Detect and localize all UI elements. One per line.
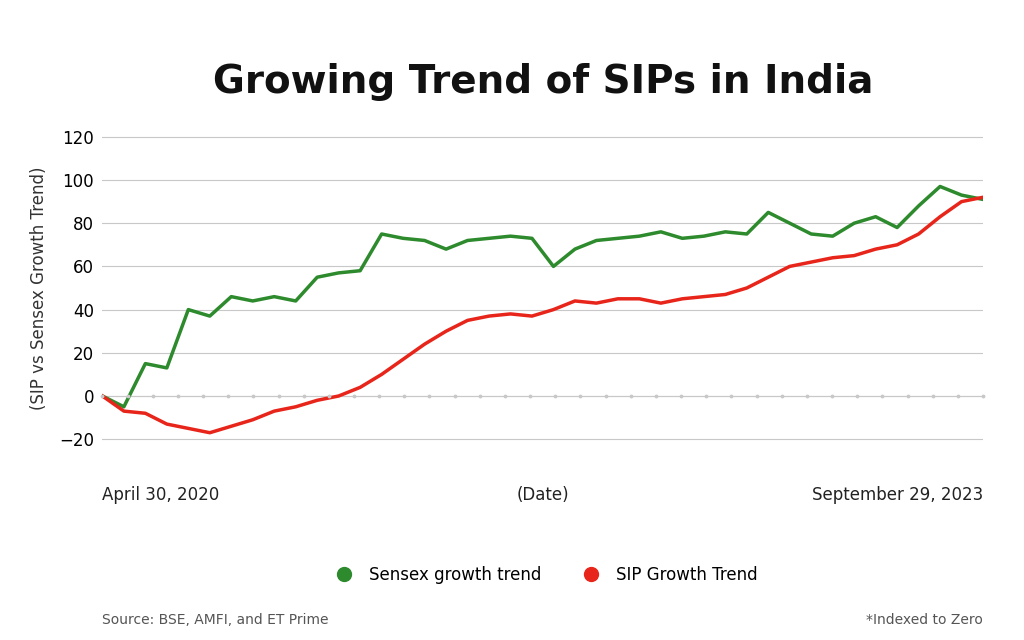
Text: (Date): (Date) [516,486,569,504]
Text: Source: BSE, AMFI, and ET Prime: Source: BSE, AMFI, and ET Prime [102,613,329,627]
Text: April 30, 2020: April 30, 2020 [102,486,220,504]
Text: September 29, 2023: September 29, 2023 [812,486,983,504]
Text: *Indexed to Zero: *Indexed to Zero [866,613,983,627]
Legend: Sensex growth trend, SIP Growth Trend: Sensex growth trend, SIP Growth Trend [328,566,758,584]
Y-axis label: (SIP vs Sensex Growth Trend): (SIP vs Sensex Growth Trend) [30,166,48,410]
Title: Growing Trend of SIPs in India: Growing Trend of SIPs in India [213,63,872,101]
